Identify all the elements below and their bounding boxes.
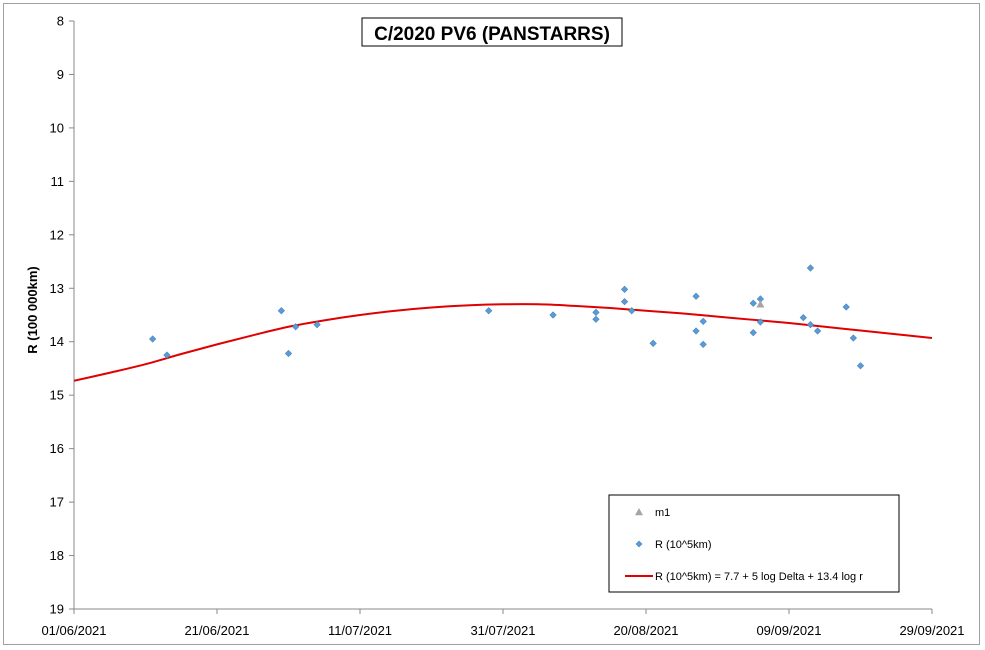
data-point-r — [149, 335, 157, 343]
data-point-r — [692, 292, 700, 300]
y-tick-label: 19 — [50, 602, 64, 617]
data-point-r — [842, 303, 850, 311]
data-point-r — [749, 329, 757, 337]
legend-marker-r — [635, 540, 643, 548]
data-point-r — [799, 314, 807, 322]
x-tick-label: 21/06/2021 — [184, 623, 249, 638]
data-point-r — [649, 339, 657, 347]
data-point-r — [813, 327, 822, 335]
y-tick-label: 11 — [51, 174, 65, 189]
data-point-m1 — [756, 300, 765, 308]
y-tick-label: 10 — [50, 120, 64, 135]
y-tick-label: 13 — [50, 281, 64, 296]
chart-frame — [3, 3, 980, 645]
data-point-r — [849, 334, 857, 342]
data-point-r — [163, 351, 171, 359]
y-tick-label: 16 — [50, 441, 64, 456]
data-point-r — [749, 299, 757, 307]
data-point-r — [284, 349, 293, 358]
legend-marker-m1 — [635, 508, 643, 516]
y-axis-ticks: 8 9 10 11 12 13 14 15 16 17 18 19 — [50, 14, 74, 617]
y-tick-label: 15 — [50, 388, 64, 403]
chart-title-box: C/2020 PV6 (PANSTARRS) — [361, 17, 623, 47]
data-point-r — [485, 307, 493, 315]
plot-area — [74, 264, 932, 382]
data-point-r — [856, 362, 865, 370]
x-tick-label: 11/07/2021 — [328, 623, 392, 638]
y-tick-label: 12 — [50, 227, 64, 242]
data-point-r — [620, 298, 629, 306]
y-axis-title: R (100 000km) — [25, 266, 40, 353]
x-axis-ticks: 01/06/2021 21/06/2021 11/07/2021 31/07/2021… — [41, 609, 965, 638]
y-tick-label: 18 — [50, 548, 64, 563]
data-point-r — [292, 323, 300, 331]
data-point-r — [549, 311, 557, 319]
data-point-r — [592, 315, 600, 323]
data-point-r — [699, 340, 707, 349]
data-point-r — [806, 320, 815, 329]
data-point-r — [620, 285, 629, 293]
x-tick-label: 29/09/2021 — [899, 623, 964, 638]
x-tick-label: 01/06/2021 — [41, 623, 106, 638]
y-tick-label: 9 — [57, 67, 64, 82]
legend: m1 R (10^5km) R (10^5km) = 7.7 + 5 log Del… — [608, 494, 900, 593]
data-point-r — [806, 264, 815, 272]
data-point-r — [699, 317, 707, 326]
y-tick-label: 8 — [57, 14, 64, 29]
x-tick-label: 31/07/2021 — [470, 623, 535, 638]
data-point-r — [313, 320, 321, 329]
x-tick-label: 09/09/2021 — [756, 623, 821, 638]
x-tick-label: 20/08/2021 — [613, 623, 678, 638]
legend-entry: R (10^5km) — [655, 539, 712, 551]
y-tick-label: 14 — [50, 334, 64, 349]
data-point-r — [277, 307, 285, 315]
model-line — [74, 303, 932, 382]
chart-title: C/2020 PV6 (PANSTARRS) — [374, 24, 610, 45]
data-point-r — [692, 327, 700, 335]
legend-entry: m1 — [655, 507, 670, 519]
data-point-r — [628, 307, 636, 315]
y-tick-label: 17 — [50, 495, 64, 510]
data-point-r — [756, 318, 765, 326]
legend-entry: R (10^5km) = 7.7 + 5 log Delta + 13.4 lo… — [655, 571, 863, 583]
data-point-r — [592, 308, 600, 316]
